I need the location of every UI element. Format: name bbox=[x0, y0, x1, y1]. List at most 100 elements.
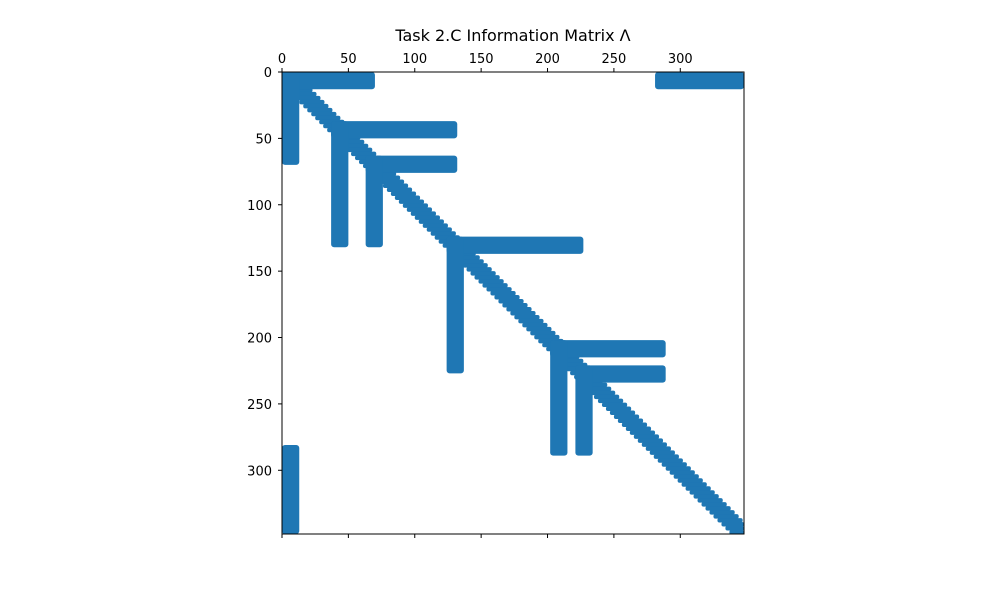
diagonal-band-segment bbox=[522, 322, 548, 328]
plot-frame bbox=[281, 71, 745, 535]
diagonal-band-segment bbox=[621, 422, 648, 427]
y-tick-label: 0 bbox=[264, 66, 272, 81]
diagonal-band-segment bbox=[390, 191, 417, 196]
y-tick-label: 200 bbox=[247, 332, 272, 347]
diagonal-band-segment bbox=[601, 402, 628, 408]
diagonal-band-segment bbox=[406, 207, 433, 212]
diagonal-band-segment bbox=[295, 95, 321, 101]
diagonal-band-segment bbox=[645, 446, 671, 451]
nonzero-block bbox=[655, 72, 744, 90]
diagonal-band-segment bbox=[597, 398, 624, 404]
diagonal-band-segment bbox=[641, 442, 667, 447]
diagonal-band-segment bbox=[506, 306, 532, 312]
diagonal-band-segment bbox=[470, 271, 496, 276]
diagonal-band-segment bbox=[701, 502, 727, 507]
diagonal-band-segment bbox=[609, 410, 636, 416]
diagonal-band-segment bbox=[673, 474, 699, 479]
nonzero-block bbox=[282, 72, 375, 90]
diagonal-band-segment bbox=[478, 279, 504, 284]
diagonal-band-segment bbox=[307, 107, 333, 113]
x-tick-label: 50 bbox=[340, 52, 357, 67]
diagonal-band-segment bbox=[510, 310, 536, 316]
diagonal-band-segment bbox=[693, 494, 719, 499]
diagonal-band-segment bbox=[590, 390, 616, 396]
y-tick-label: 300 bbox=[247, 464, 272, 479]
diagonal-band-segment bbox=[721, 522, 744, 527]
nonzero-block bbox=[365, 155, 458, 173]
nonzero-block bbox=[550, 340, 666, 358]
diagonal-band-segment bbox=[490, 291, 516, 296]
nonzero-block bbox=[282, 445, 300, 534]
diagonal-band-segment bbox=[394, 195, 421, 200]
diagonal-band-segment bbox=[697, 498, 723, 503]
diagonal-band-segment bbox=[347, 147, 373, 153]
nonzero-marks bbox=[282, 72, 744, 534]
x-tick-label: 150 bbox=[469, 52, 494, 67]
nonzero-block bbox=[365, 155, 383, 248]
diagonal-band-segment bbox=[311, 111, 337, 117]
x-tick-label: 100 bbox=[402, 52, 427, 67]
nonzero-block bbox=[575, 365, 666, 383]
diagonal-band-segment bbox=[709, 510, 735, 515]
diagonal-band-segment bbox=[502, 303, 528, 308]
nonzero-block bbox=[446, 236, 464, 374]
y-tick-label: 150 bbox=[247, 265, 272, 280]
nonzero-block bbox=[331, 121, 349, 248]
diagonal-band-segment bbox=[351, 151, 377, 157]
diagonal-band-segment bbox=[530, 330, 556, 336]
diagonal-band-segment bbox=[669, 470, 695, 475]
diagonal-band-segment bbox=[617, 418, 644, 423]
diagonal-band-segment bbox=[410, 211, 436, 216]
diagonal-band-segment bbox=[303, 103, 329, 109]
diagonal-band-segment bbox=[705, 506, 731, 511]
diagonal-band-segment bbox=[689, 490, 715, 495]
diagonal-band-segment bbox=[625, 426, 652, 431]
diagonal-band-segment bbox=[725, 526, 744, 531]
y-tick-label: 250 bbox=[247, 398, 272, 413]
diagonal-band-segment bbox=[653, 454, 679, 459]
diagonal-band-segment bbox=[382, 183, 409, 188]
y-tick-label: 100 bbox=[247, 199, 272, 214]
diagonal-band-segment bbox=[343, 143, 369, 149]
diagonal-band-segment bbox=[466, 267, 492, 272]
diagonal-band-segment bbox=[729, 530, 744, 534]
diagonal-band-segment bbox=[605, 406, 632, 412]
diagonal-band-segment bbox=[534, 334, 560, 340]
diagonal-band-segment bbox=[422, 223, 448, 228]
axis-ticks: 0 50 100 150 200 250 300 0 50 100 150 200 250 300 bbox=[247, 52, 693, 538]
diagonal-band-segment bbox=[482, 283, 508, 288]
nonzero-block bbox=[550, 340, 568, 456]
diagonal-band-segment bbox=[629, 430, 656, 435]
diagonal-band-segment bbox=[426, 227, 452, 232]
diagonal-band-segment bbox=[677, 478, 703, 483]
diagonal-band-segment bbox=[498, 299, 524, 304]
diagonal-band-segment bbox=[402, 203, 429, 208]
diagonal-band-segment bbox=[665, 466, 691, 471]
diagonal-band-segment bbox=[685, 486, 711, 491]
diagonal-band-segment bbox=[514, 314, 540, 320]
diagonal-band-segment bbox=[299, 99, 325, 105]
diagonal-band-segment bbox=[637, 438, 664, 443]
diagonal-band-segment bbox=[661, 462, 687, 467]
nonzero-block bbox=[575, 365, 593, 456]
nonzero-block bbox=[282, 72, 300, 165]
diagonal-band-segment bbox=[474, 275, 500, 280]
diagonal-band-segment bbox=[649, 450, 675, 455]
diagonal-band-segment bbox=[486, 287, 512, 292]
diagonal-band-segment bbox=[414, 215, 440, 220]
chart-title: Task 2.C Information Matrix Λ bbox=[394, 26, 630, 45]
diagonal-band-segment bbox=[657, 458, 683, 463]
nonzero-block bbox=[331, 121, 458, 139]
y-tick-label: 50 bbox=[255, 132, 272, 147]
diagonal-band-segment bbox=[398, 199, 425, 204]
diagonal-band-segment bbox=[418, 219, 444, 224]
x-tick-label: 250 bbox=[601, 52, 626, 67]
x-tick-label: 300 bbox=[668, 52, 693, 67]
diagonal-band-segment bbox=[462, 263, 488, 268]
diagonal-band-segment bbox=[613, 414, 640, 419]
diagonal-band-segment bbox=[315, 115, 341, 121]
diagonal-band-segment bbox=[378, 179, 405, 185]
x-tick-label: 0 bbox=[278, 52, 286, 67]
diagonal-band-segment bbox=[458, 259, 484, 264]
diagonal-band-segment bbox=[386, 187, 413, 192]
